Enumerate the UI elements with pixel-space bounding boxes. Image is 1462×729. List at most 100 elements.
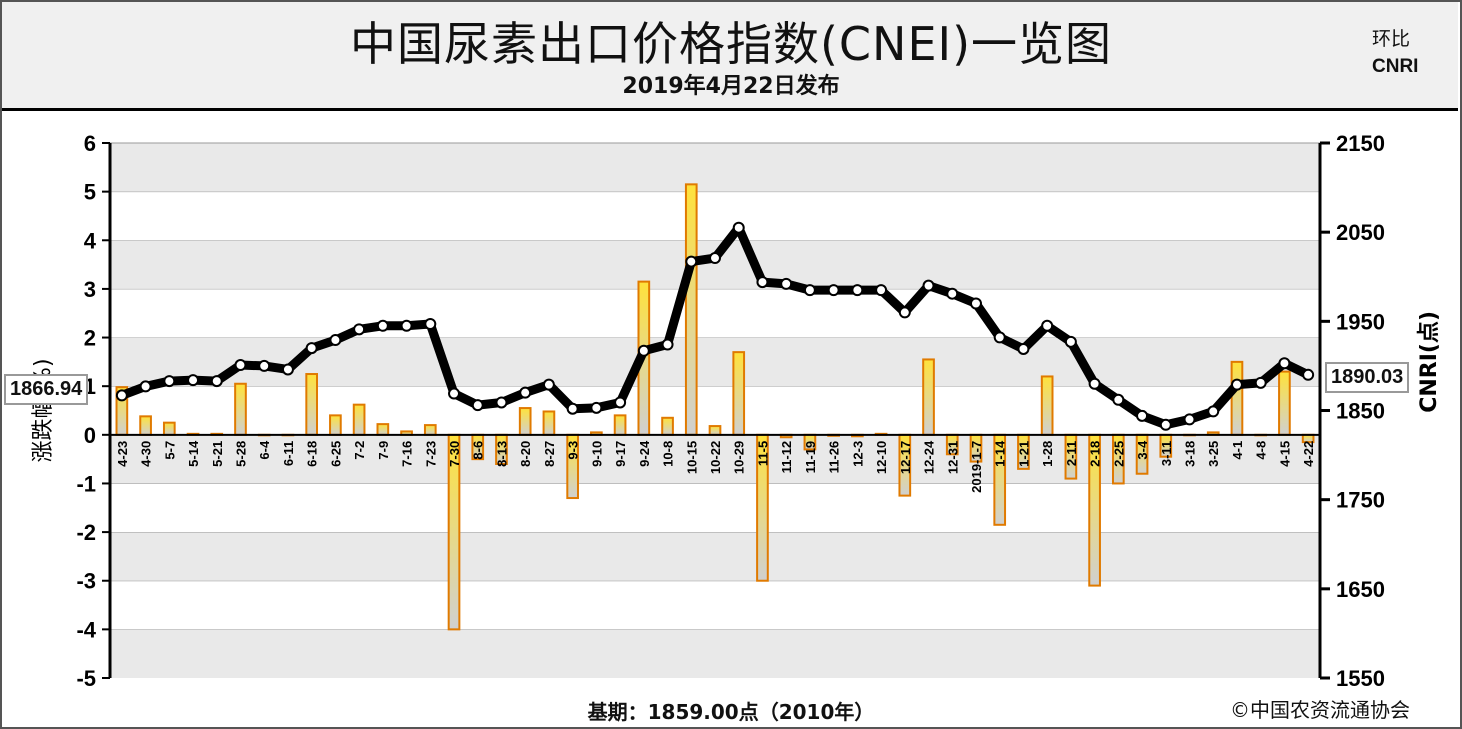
cnri-point [139, 380, 152, 393]
right-tick-label: 1950 [1336, 309, 1385, 334]
x-tick-label: 12-10 [874, 441, 889, 474]
x-tick-label: 11-5 [755, 441, 770, 466]
axes: 6543210-1-2-3-4-521502050195018501750165… [31, 131, 1442, 691]
left-tick-label: 0 [84, 423, 96, 448]
x-tick-label: 11-19 [803, 441, 818, 474]
x-tick-label: 12-17 [898, 441, 913, 474]
cnri-point [495, 396, 508, 409]
x-tick-label: 11-12 [779, 441, 794, 474]
grid-band [110, 143, 1320, 192]
left-tick-label: -4 [76, 617, 96, 642]
cnri-point [471, 399, 484, 412]
x-tick-label: 10-22 [708, 441, 723, 474]
x-tick-label: 7-9 [376, 441, 391, 460]
x-tick-label: 9-3 [566, 441, 581, 460]
x-tick-label: 2-18 [1088, 441, 1103, 467]
cnri-point [922, 279, 935, 292]
x-tick-label: 7-23 [423, 441, 438, 467]
cnri-point [258, 359, 271, 372]
line-series [115, 221, 1315, 431]
bar [708, 425, 722, 436]
cnri-point [898, 306, 911, 319]
cnri-point [756, 276, 769, 289]
legend-line-label: CNRI [1372, 56, 1419, 77]
cnri-point [542, 378, 555, 391]
cnri-point [519, 386, 532, 399]
x-tick-label: 8-6 [471, 441, 486, 460]
right-tick-label: 2050 [1336, 220, 1385, 245]
x-tick-label: 3-18 [1183, 441, 1198, 467]
cnri-point [1136, 409, 1149, 422]
x-tick-label: 5-21 [210, 441, 225, 467]
right-tick-label: 1550 [1336, 666, 1385, 691]
cnri-point [1207, 405, 1220, 418]
cnri-point [614, 396, 627, 409]
chart-title: 中国尿素出口价格指数(CNEI)一览图 [349, 17, 1113, 71]
right-tick-label: 1650 [1336, 577, 1385, 602]
x-tick-label: 5-7 [162, 441, 177, 460]
x-tick-label: 6-25 [328, 441, 343, 467]
callout-end-value: 1890.03 [1325, 362, 1410, 393]
left-tick-label: 5 [84, 180, 96, 205]
bar [162, 421, 176, 436]
x-tick-label: 1-21 [1016, 441, 1031, 467]
cnri-point [969, 297, 982, 310]
x-tick-label: 3-4 [1135, 440, 1150, 460]
x-tick-label: 9-10 [589, 441, 604, 467]
cnri-point [1112, 393, 1125, 406]
x-tick-label: 4-15 [1277, 441, 1292, 467]
x-tick-label: 7-2 [352, 441, 367, 460]
bar [684, 183, 698, 436]
x-tick-label: 1-28 [1040, 441, 1055, 467]
x-tick-label: 3-11 [1159, 441, 1174, 466]
x-tick-label: 8-13 [494, 441, 509, 467]
cnri-point [376, 319, 389, 332]
cnri-point [946, 287, 959, 300]
cnri-point [732, 221, 745, 234]
x-tick-label: 12-3 [850, 441, 865, 467]
bar [1230, 360, 1244, 436]
x-tick-label: 4-23 [115, 441, 130, 467]
cnri-point [424, 318, 437, 331]
cnri-point [1278, 357, 1291, 370]
right-tick-label: 1750 [1336, 488, 1385, 513]
bar [922, 358, 935, 436]
grid-band [110, 240, 1320, 289]
left-tick-label: -3 [76, 569, 96, 594]
cnri-point [234, 359, 247, 372]
x-tick-label: 11-26 [827, 441, 842, 474]
legend-bar-label: 环比 [1372, 28, 1411, 50]
bar [613, 414, 627, 436]
base-period-note: 基期：1859.00点（2010年） [587, 700, 875, 724]
cnri-point [875, 284, 888, 297]
bar [1040, 375, 1054, 436]
x-tick-label: 6-18 [305, 441, 320, 467]
cnri-point [661, 338, 674, 351]
left-tick-label: -1 [76, 471, 96, 496]
x-tick-label: 6-11 [281, 441, 296, 466]
copyright-note: ©中国农资流通协会 [1230, 698, 1410, 722]
cnri-point [827, 284, 840, 297]
x-tick-label: 9-24 [637, 440, 652, 467]
cnri-point [353, 323, 366, 336]
bar [352, 403, 366, 436]
bar [329, 414, 342, 436]
x-tick-label: 7-16 [400, 441, 415, 467]
cnri-point [448, 387, 461, 400]
x-tick-label: 8-20 [518, 441, 533, 467]
cnri-point [1254, 376, 1267, 389]
bar [234, 382, 247, 436]
grid-band [110, 288, 1320, 338]
right-tick-label: 1850 [1336, 399, 1385, 424]
left-tick-label: 4 [84, 228, 97, 253]
bar [305, 373, 319, 436]
bar [376, 423, 390, 436]
cnri-point [1041, 319, 1054, 332]
right-axis-title: CNRI(点) [1416, 311, 1442, 413]
x-tick-label: 10-29 [732, 441, 747, 474]
x-tick-label: 5-28 [233, 441, 248, 467]
left-tick-label: 6 [84, 131, 96, 156]
x-tick-label: 2-11 [1064, 441, 1079, 466]
